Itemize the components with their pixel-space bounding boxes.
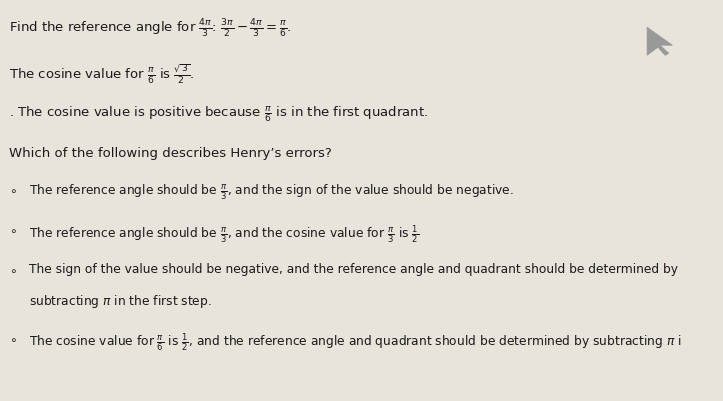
Text: The cosine value for $\frac{\pi}{6}$ is $\frac{\sqrt{3}}{2}$.: The cosine value for $\frac{\pi}{6}$ is …	[9, 62, 194, 85]
Text: $\circ$: $\circ$	[9, 223, 17, 235]
Text: The reference angle should be $\frac{\pi}{3}$, and the cosine value for $\frac{\: The reference angle should be $\frac{\pi…	[29, 223, 419, 244]
Text: subtracting $\pi$ in the first step.: subtracting $\pi$ in the first step.	[29, 293, 212, 310]
Text: The cosine value for $\frac{\pi}{6}$ is $\frac{1}{2}$, and the reference angle a: The cosine value for $\frac{\pi}{6}$ is …	[29, 331, 682, 352]
Text: . The cosine value is positive because $\frac{\pi}{6}$ is in the first quadrant.: . The cosine value is positive because $…	[9, 104, 428, 124]
Text: Find the reference angle for $\frac{4\pi}{3}$: $\frac{3\pi}{2} - \frac{4\pi}{3} : Find the reference angle for $\frac{4\pi…	[9, 18, 291, 40]
Text: The reference angle should be $\frac{\pi}{3}$, and the sign of the value should : The reference angle should be $\frac{\pi…	[29, 182, 514, 202]
Text: Which of the following describes Henry’s errors?: Which of the following describes Henry’s…	[9, 146, 331, 159]
Text: $\circ$: $\circ$	[9, 263, 17, 275]
Text: $\circ$: $\circ$	[9, 331, 17, 344]
Text: The sign of the value should be negative, and the reference angle and quadrant s: The sign of the value should be negative…	[29, 263, 678, 275]
Text: $\circ$: $\circ$	[9, 182, 17, 195]
